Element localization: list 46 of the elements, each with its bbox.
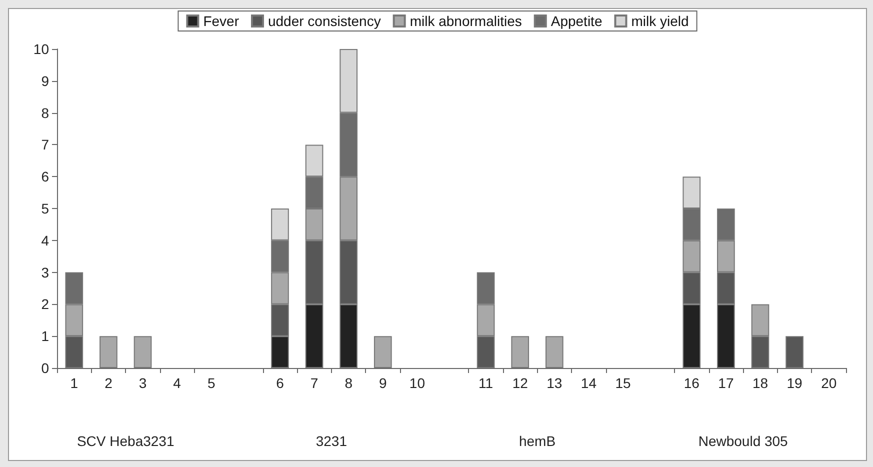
- x-tick-label: 17: [718, 375, 734, 391]
- legend-label: Appetite: [550, 13, 602, 29]
- text: Newbould 305: [698, 433, 788, 449]
- x-tick-label: 11: [478, 375, 494, 391]
- bar: [786, 336, 804, 368]
- y-tick-label: 8: [41, 104, 50, 121]
- y-tick-label: 1: [41, 328, 50, 344]
- x-tick-label: 19: [786, 375, 803, 391]
- x-tick-label: 20: [821, 375, 837, 391]
- bar: [545, 336, 564, 368]
- x-tick-label: 3: [138, 375, 147, 391]
- x-tick-label: 4: [173, 375, 182, 391]
- x-tick-label: 9: [378, 375, 387, 391]
- x-tick-label: 10: [409, 375, 426, 391]
- text: 3231: [316, 433, 348, 449]
- x-tick-label: 15: [615, 375, 632, 391]
- legend-label: milk abnormalities: [410, 13, 522, 29]
- y-tick-label: 9: [41, 72, 50, 89]
- bar: [374, 336, 392, 368]
- legend-label: udder consistency: [268, 13, 381, 29]
- x-tick-label: 16: [684, 375, 700, 391]
- bar: [100, 336, 118, 368]
- y-tick-label: 0: [41, 360, 50, 376]
- text: hemB: [518, 433, 556, 449]
- y-tick-label: 3: [41, 264, 50, 280]
- y-tick-label: 4: [41, 232, 50, 248]
- x-tick-label: 1: [70, 375, 78, 391]
- legend-label: milk yield: [631, 13, 689, 29]
- y-tick-label: 5: [41, 200, 50, 216]
- bar: [511, 336, 530, 368]
- x-tick-label: 14: [580, 375, 597, 391]
- x-tick-label: 2: [104, 375, 113, 391]
- bar: [134, 336, 152, 368]
- x-tick-label: 8: [344, 375, 353, 391]
- y-tick-label: 7: [41, 136, 50, 153]
- x-tick-label: 18: [752, 375, 768, 391]
- x-tick-label: 6: [276, 375, 284, 391]
- x-tick-label: 13: [546, 375, 562, 391]
- text: SCV Heba3231: [76, 433, 174, 449]
- y-tick-label: 6: [41, 168, 50, 185]
- y-tick-label: 10: [33, 41, 50, 57]
- y-tick-label: 2: [41, 296, 50, 312]
- x-tick-label: 12: [512, 375, 528, 391]
- x-tick-label: 5: [207, 375, 216, 391]
- legend-label: Fever: [203, 13, 240, 29]
- x-tick-label: 7: [310, 375, 318, 391]
